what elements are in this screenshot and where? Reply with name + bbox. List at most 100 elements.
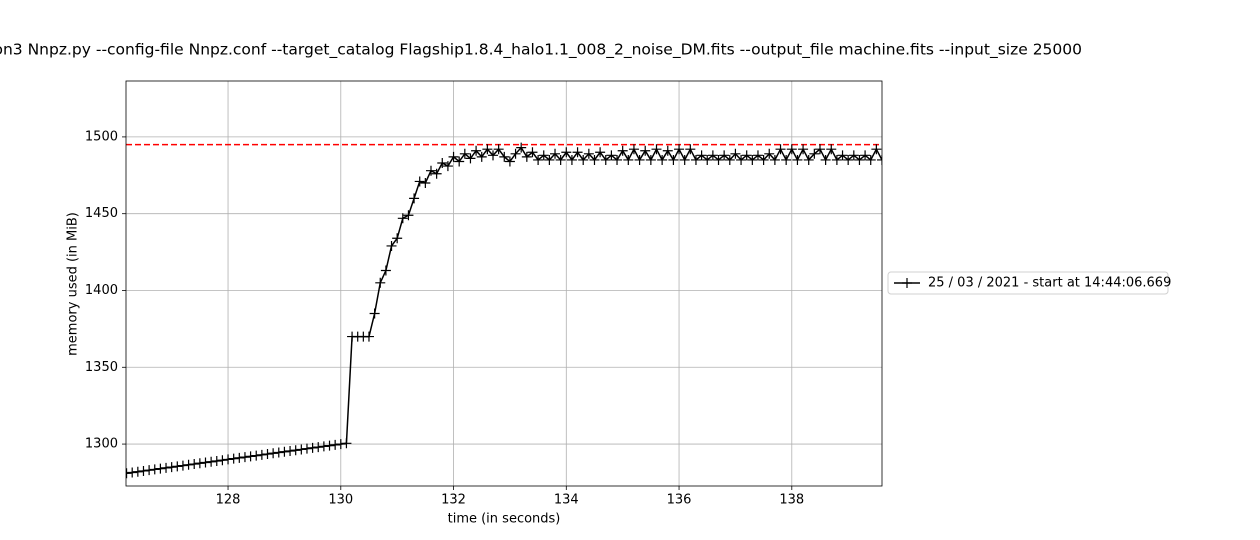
- marker: [741, 150, 752, 161]
- marker: [606, 150, 617, 161]
- marker: [533, 154, 544, 165]
- marker: [854, 154, 865, 165]
- marker: [758, 154, 769, 165]
- marker: [781, 154, 792, 165]
- marker: [465, 153, 476, 164]
- marker: [296, 444, 307, 455]
- marker: [324, 440, 335, 451]
- marker: [555, 154, 566, 165]
- marker: [155, 463, 166, 474]
- marker: [262, 449, 273, 460]
- marker: [301, 443, 312, 454]
- marker: [420, 177, 431, 188]
- marker: [674, 144, 685, 155]
- marker: [161, 462, 172, 473]
- marker: [138, 465, 149, 476]
- marker: [273, 447, 284, 458]
- marker: [431, 168, 442, 179]
- marker: [211, 455, 222, 466]
- marker: [172, 461, 183, 472]
- marker: [679, 154, 690, 165]
- x-tick-label: 134: [554, 493, 579, 508]
- marker: [234, 452, 245, 463]
- marker: [696, 150, 707, 161]
- marker: [685, 144, 696, 155]
- marker: [392, 233, 403, 244]
- marker: [803, 154, 814, 165]
- marker: [877, 154, 882, 165]
- marker: [380, 265, 391, 276]
- x-tick-label: 130: [328, 493, 353, 508]
- marker: [612, 154, 623, 165]
- series: [126, 142, 882, 479]
- y-tick-label: 1450: [85, 206, 118, 221]
- marker: [628, 144, 639, 155]
- marker: [550, 148, 561, 159]
- marker: [127, 467, 138, 478]
- marker: [149, 464, 160, 475]
- marker: [566, 154, 577, 165]
- marker: [290, 445, 301, 456]
- marker: [448, 151, 459, 162]
- marker: [578, 154, 589, 165]
- marker: [707, 150, 718, 161]
- x-axis-label: time (in seconds): [448, 512, 561, 527]
- chart-title: ython3 Nnpz.py --config-file Nnpz.conf -…: [0, 41, 1082, 60]
- y-tick-label: 1350: [85, 360, 118, 375]
- marker: [589, 154, 600, 165]
- marker: [814, 144, 825, 155]
- marker: [330, 439, 341, 450]
- marker: [341, 438, 352, 449]
- marker: [730, 148, 741, 159]
- marker: [848, 150, 859, 161]
- x-tick-label: 138: [779, 493, 804, 508]
- marker: [634, 154, 645, 165]
- marker: [166, 462, 177, 473]
- marker: [902, 278, 912, 288]
- legend-box: [887, 271, 1169, 295]
- marker: [279, 446, 290, 457]
- marker: [194, 458, 205, 469]
- y-tick-label: 1300: [85, 437, 118, 452]
- x-tick-label: 128: [216, 493, 241, 508]
- marker: [493, 144, 504, 155]
- marker: [313, 442, 324, 453]
- marker: [527, 147, 538, 158]
- marker: [228, 453, 239, 464]
- x-tick-label: 132: [441, 493, 466, 508]
- marker: [251, 450, 262, 461]
- marker: [482, 144, 493, 155]
- plot-frame: [125, 80, 883, 487]
- marker: [561, 147, 572, 158]
- marker: [544, 154, 555, 165]
- marker: [713, 154, 724, 165]
- marker: [826, 144, 837, 155]
- marker: [600, 154, 611, 165]
- marker: [499, 151, 510, 162]
- data-line: [126, 146, 882, 474]
- marker: [747, 154, 758, 165]
- marker: [459, 148, 470, 159]
- marker: [403, 210, 414, 221]
- marker: [386, 240, 397, 251]
- marker: [414, 176, 425, 187]
- marker: [397, 213, 408, 224]
- marker: [369, 308, 380, 319]
- marker: [786, 144, 797, 155]
- marker: [860, 150, 871, 161]
- marker: [363, 331, 374, 342]
- marker: [764, 148, 775, 159]
- marker: [488, 150, 499, 161]
- marker: [538, 150, 549, 161]
- marker: [690, 154, 701, 165]
- marker: [471, 145, 482, 156]
- marker: [516, 142, 527, 153]
- marker: [183, 459, 194, 470]
- marker: [285, 445, 296, 456]
- legend-label: 25 / 03 / 2021 - start at 14:44:06.669: [928, 276, 1171, 291]
- marker: [144, 465, 155, 476]
- marker: [476, 151, 487, 162]
- marker: [623, 154, 634, 165]
- marker: [583, 148, 594, 159]
